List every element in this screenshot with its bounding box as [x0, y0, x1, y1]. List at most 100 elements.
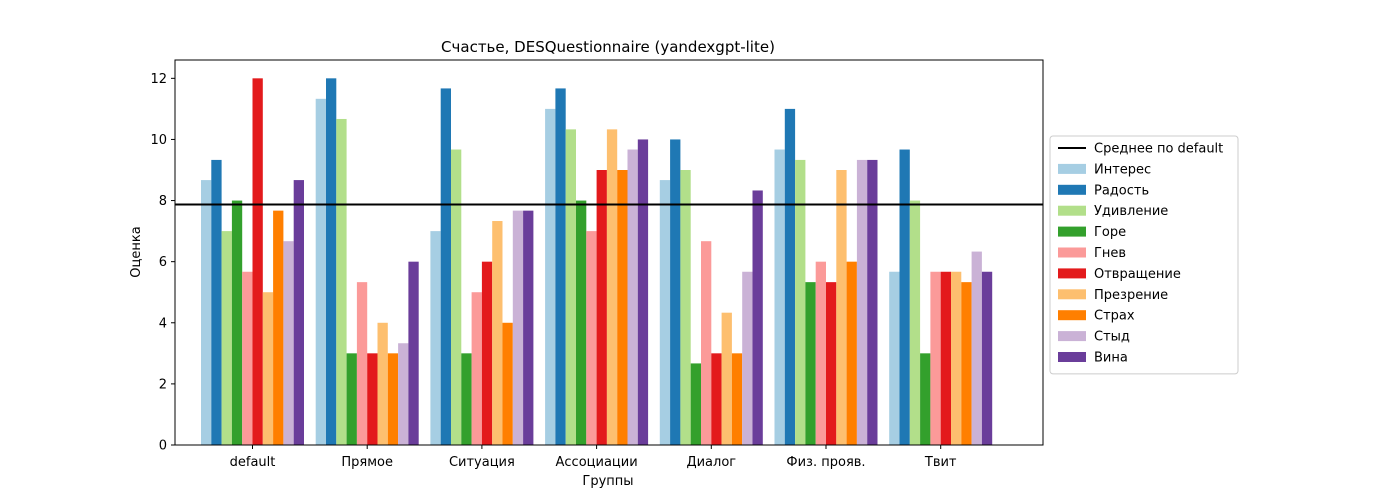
bar-4-0	[659, 180, 671, 445]
bars-group	[201, 78, 993, 446]
bar-3-2	[565, 129, 576, 446]
x-tick-label: Твит	[924, 455, 957, 470]
legend-swatch-3	[1058, 226, 1086, 237]
y-tick-label: 8	[159, 194, 167, 209]
legend-swatch-0	[1058, 163, 1086, 174]
x-tick-label: default	[230, 455, 276, 470]
y-tick-label: 10	[150, 133, 167, 148]
bar-2-8	[512, 210, 524, 445]
bar-6-1	[899, 149, 910, 445]
bar-1-6	[377, 322, 388, 445]
bar-3-6	[606, 129, 618, 446]
legend-swatch-4	[1058, 247, 1086, 258]
legend-swatch-2	[1058, 205, 1086, 216]
bar-4-5	[711, 353, 722, 445]
chart-title: Счастье, DESQuestionnaire (yandexgpt-lit…	[441, 38, 775, 56]
legend-swatch-8	[1058, 331, 1086, 342]
bar-2-3	[461, 353, 472, 445]
y-tick-label: 12	[150, 72, 167, 87]
bar-1-3	[346, 353, 357, 445]
bar-2-9	[523, 210, 534, 445]
bar-5-0	[774, 149, 785, 445]
bar-1-1	[326, 78, 337, 445]
legend-swatch-5	[1058, 268, 1086, 279]
y-tick-label: 6	[159, 255, 167, 270]
x-axis-label: Группы	[582, 474, 633, 489]
bar-3-9	[637, 139, 649, 445]
x-tick-label: Ассоциации	[556, 455, 638, 470]
bar-3-4	[586, 231, 597, 445]
bar-6-9	[981, 271, 993, 445]
y-axis: 0 2 4 6 8 10 12	[150, 72, 175, 454]
y-axis-label: Оценка	[129, 226, 144, 277]
bar-5-2	[795, 159, 806, 446]
bar-0-1	[211, 159, 222, 446]
plot-frame	[174, 59, 1044, 446]
bar-4-1	[670, 139, 681, 445]
bar-2-1	[440, 88, 451, 446]
legend-swatch-6	[1058, 289, 1086, 300]
bar-6-6	[951, 271, 962, 445]
bar-2-0	[430, 231, 441, 445]
bar-4-3	[690, 363, 701, 445]
bar-1-4	[356, 282, 368, 445]
bar-3-0	[545, 108, 556, 445]
bar-1-7	[387, 353, 399, 445]
legend-label-6: Презрение	[1094, 288, 1168, 303]
bar-3-3	[576, 200, 587, 445]
bar-3-5	[596, 170, 607, 445]
legend-label-2: Удивление	[1094, 204, 1168, 219]
bar-1-2	[336, 118, 347, 445]
bar-2-7	[502, 322, 513, 445]
legend-swatch-1	[1058, 184, 1086, 195]
bar-5-1	[784, 108, 796, 445]
legend-label-8: Стыд	[1094, 330, 1130, 345]
bar-6-8	[971, 251, 982, 445]
bar-5-5	[826, 282, 837, 445]
legend-label-4: Гнев	[1094, 246, 1126, 261]
y-tick-label: 4	[159, 316, 167, 331]
bar-0-5	[252, 78, 263, 445]
bar-4-6	[721, 312, 732, 445]
bar-6-2	[909, 200, 921, 445]
legend-label-9: Вина	[1094, 351, 1128, 366]
bar-4-9	[752, 190, 763, 445]
bar-6-0	[889, 271, 900, 445]
bar-6-7	[961, 282, 972, 445]
y-tick-label: 2	[159, 377, 167, 392]
y-tick-label: 0	[159, 439, 167, 454]
bar-4-4	[701, 241, 712, 445]
x-tick-label: Диалог	[686, 455, 736, 470]
bar-3-8	[627, 149, 638, 445]
legend-label-0: Интерес	[1094, 162, 1151, 177]
bar-0-9	[293, 180, 304, 445]
legend-label-reference: Среднее по default	[1094, 142, 1223, 157]
bar-0-0	[201, 180, 212, 445]
bar-6-5	[940, 271, 951, 445]
legend-box	[1049, 135, 1239, 375]
legend-label-7: Страх	[1094, 309, 1135, 324]
bar-3-1	[555, 88, 566, 446]
bar-2-5	[481, 261, 493, 445]
bar-0-2	[221, 231, 232, 445]
x-tick-label: Прямое	[341, 455, 393, 470]
bar-5-3	[805, 282, 816, 445]
legend-swatch-7	[1058, 310, 1086, 321]
bar-2-4	[471, 292, 482, 445]
bar-6-3	[920, 353, 931, 445]
x-tick-label: Ситуация	[449, 455, 515, 470]
x-tick-label: Физ. прояв.	[786, 455, 865, 470]
bar-5-4	[815, 261, 826, 445]
bar-1-9	[408, 261, 419, 445]
bar-4-2	[680, 170, 691, 445]
bar-5-8	[856, 159, 868, 446]
bar-0-6	[262, 292, 274, 445]
legend: Среднее по default Интерес Радость Удивлени…	[1049, 135, 1239, 375]
bar-5-9	[867, 159, 878, 446]
legend-label-5: Отвращение	[1094, 267, 1181, 282]
bar-1-8	[398, 343, 409, 445]
bar-0-3	[231, 200, 243, 445]
x-axis: default Прямое Ситуация Ассоциации Диалог Физ…	[230, 445, 957, 470]
bar-4-7	[731, 353, 743, 445]
bar-4-8	[742, 271, 753, 445]
